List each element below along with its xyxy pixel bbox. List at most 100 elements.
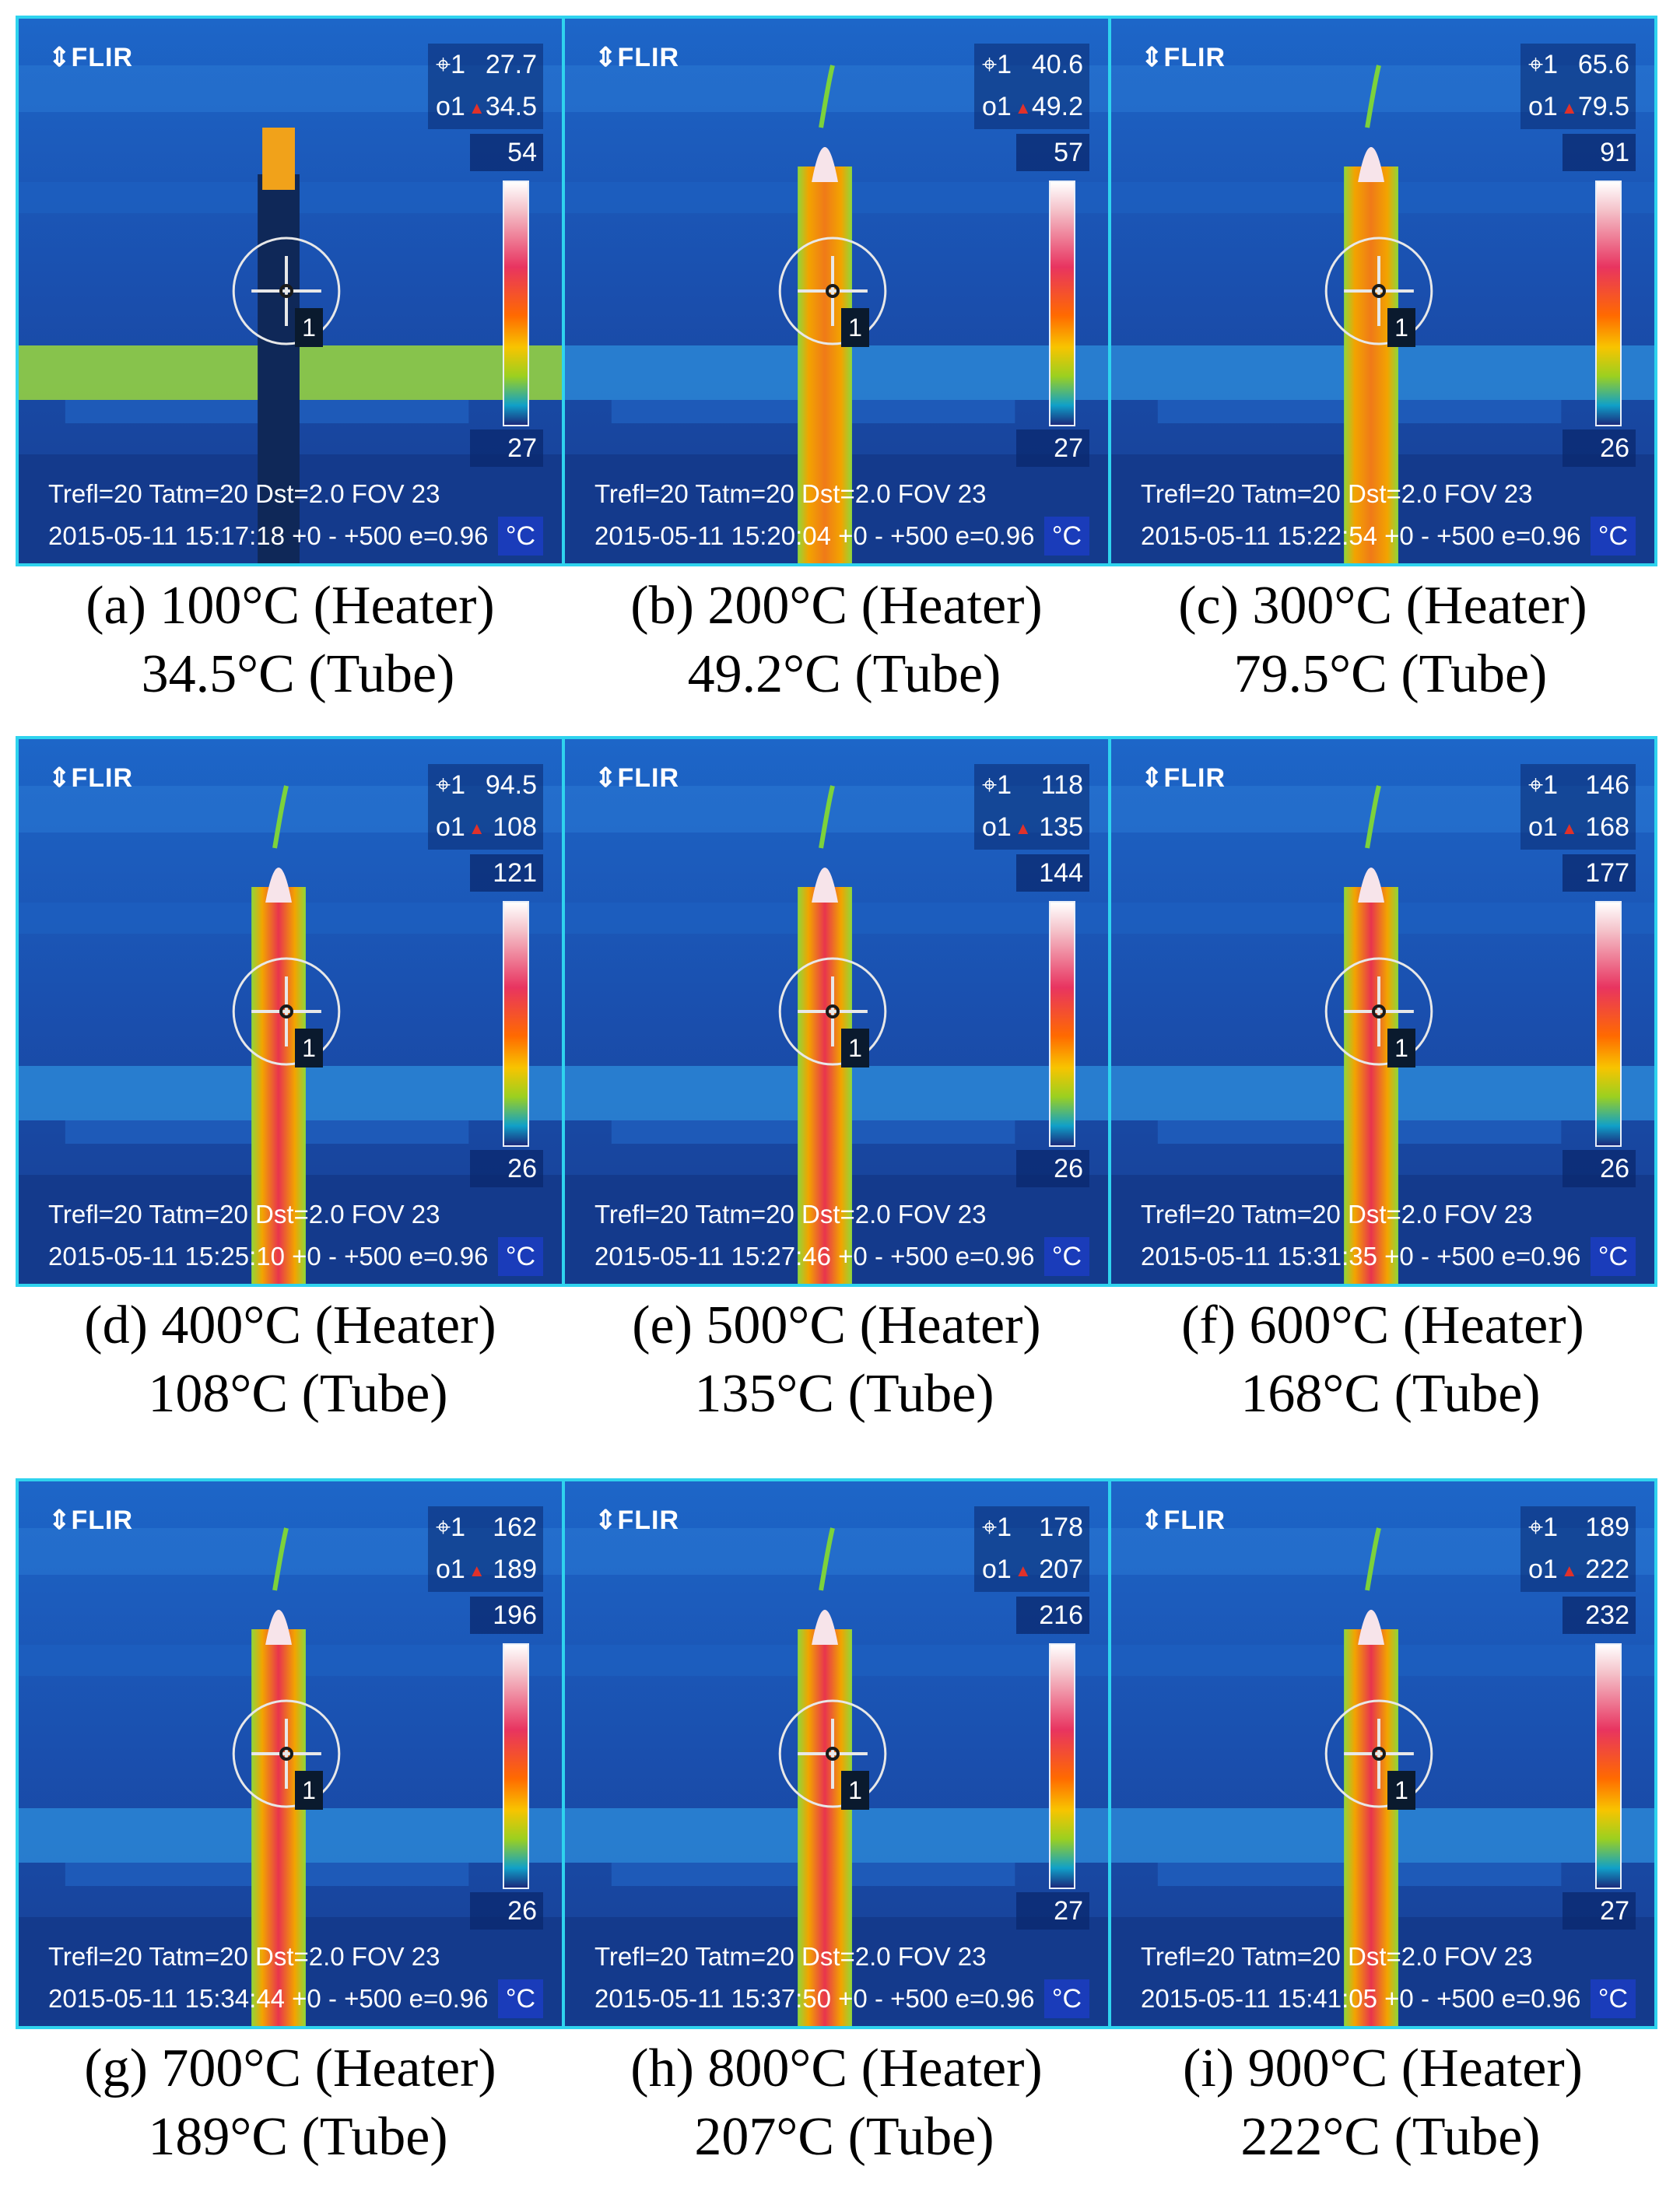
box-max-reading: o1 ▲ 79.5 — [1520, 86, 1636, 128]
max-triangle-icon: ▲ — [1014, 98, 1032, 118]
flir-symbol-icon: ⇕ — [1141, 43, 1164, 72]
heat-plume — [819, 1527, 835, 1591]
flir-logo-text: FLIR — [71, 43, 134, 72]
spot-marker-label: 1 — [295, 308, 323, 347]
camera-parameters: Trefl=20 Tatm=20 Dst=2.0 FOV 23 — [1141, 479, 1533, 508]
heat-plume — [272, 1527, 289, 1591]
measurement-readout: ⌖1 94.5 o1 ▲ 108 — [428, 764, 543, 850]
box-max-reading: o1 ▲ 49.2 — [974, 86, 1089, 128]
reticle-center — [279, 1004, 293, 1018]
flir-logo: ⇕FLIR — [48, 1505, 133, 1536]
box-max-reading: o1 ▲ 207 — [974, 1548, 1089, 1590]
caption-heater: (i) 900°C (Heater) — [1183, 2038, 1583, 2098]
spot-reading: ⌖1 178 — [974, 1506, 1089, 1548]
spot-marker-label: 1 — [1387, 1029, 1415, 1067]
measurement-readout: ⌖1 40.6 o1 ▲ 49.2 — [974, 44, 1089, 130]
unit-label: °C — [498, 1237, 543, 1276]
reticle-circle — [232, 957, 341, 1066]
timestamp-line: 2015-05-11 15:37:50 +0 - +500 e=0.96 — [594, 1984, 1035, 2013]
panel-caption: (g) 700°C (Heater) 189°C (Tube) — [18, 2035, 563, 2172]
reticle-circle — [778, 1699, 887, 1808]
caption-heater: (h) 800°C (Heater) — [630, 2038, 1043, 2098]
temperature-colorbar — [1049, 181, 1075, 426]
spotmeter-icon: ⌖1 — [436, 770, 466, 800]
reticle-circle — [778, 957, 887, 1066]
flir-logo-text: FLIR — [1163, 43, 1226, 72]
spot-marker-label: 1 — [841, 1771, 869, 1810]
tube-tip — [812, 1610, 838, 1645]
flir-logo: ⇕FLIR — [48, 762, 133, 794]
scale-max-value: 144 — [1016, 854, 1089, 892]
flir-symbol-icon: ⇕ — [48, 43, 72, 72]
box-area-icon: o1 ▲ — [436, 1555, 486, 1584]
tube — [251, 887, 306, 1284]
spot-marker-label: 1 — [841, 1029, 869, 1067]
spot-value: 118 — [1040, 770, 1083, 800]
flir-logo: ⇕FLIR — [594, 42, 679, 73]
temperature-colorbar — [1595, 181, 1622, 426]
flir-logo-text: FLIR — [1163, 1506, 1226, 1535]
flir-symbol-icon: ⇕ — [594, 763, 618, 793]
measurement-readout: ⌖1 65.6 o1 ▲ 79.5 — [1520, 44, 1636, 130]
unit-label: °C — [1591, 1237, 1636, 1276]
reticle-center — [1372, 1004, 1386, 1018]
box-max-value: 34.5 — [485, 92, 537, 121]
caption-tube: 79.5°C (Tube) — [1233, 644, 1548, 704]
flir-symbol-icon: ⇕ — [48, 1506, 72, 1535]
unit-label: °C — [498, 517, 543, 556]
box-max-value: 49.2 — [1031, 92, 1083, 121]
unit-label: °C — [1044, 1979, 1089, 2018]
temperature-colorbar — [503, 181, 529, 426]
scale-min-value: 26 — [1563, 1150, 1636, 1187]
timestamp-line: 2015-05-11 15:20:04 +0 - +500 e=0.96 — [594, 521, 1035, 550]
caption-tube: 108°C (Tube) — [148, 1364, 448, 1424]
measurement-readout: ⌖1 146 o1 ▲ 168 — [1520, 764, 1636, 850]
spotmeter-icon: ⌖1 — [982, 1513, 1012, 1542]
box-area-icon: o1 ▲ — [1528, 812, 1578, 842]
panel-caption: (f) 600°C (Heater) 168°C (Tube) — [1110, 1292, 1655, 1429]
tube-tip — [812, 868, 838, 903]
timestamp-line: 2015-05-11 15:31:35 +0 - +500 e=0.96 — [1141, 1242, 1581, 1271]
spot-value: 27.7 — [485, 50, 537, 79]
timestamp-line: 2015-05-11 15:17:18 +0 - +500 e=0.96 — [48, 521, 489, 550]
heat-plume — [819, 785, 835, 849]
caption-heater: (c) 300°C (Heater) — [1178, 576, 1587, 636]
spot-reading: ⌖1 65.6 — [1520, 44, 1636, 86]
flir-logo: ⇕FLIR — [1141, 42, 1226, 73]
scale-min-value: 26 — [470, 1150, 543, 1187]
panel-caption: (d) 400°C (Heater) 108°C (Tube) — [18, 1292, 563, 1429]
max-triangle-icon: ▲ — [1560, 819, 1578, 839]
temperature-colorbar — [503, 1643, 529, 1889]
box-max-reading: o1 ▲ 135 — [974, 806, 1089, 848]
reticle-circle — [1324, 1699, 1433, 1808]
thermal-image-panel: ⇕FLIR ⌖1 65.6 o1 ▲ 79.5 91 26 1 Trefl=20 Tatm=20 … — [1108, 16, 1657, 566]
scale-max-value: 121 — [470, 854, 543, 892]
temperature-colorbar — [1049, 1643, 1075, 1889]
spotmeter-icon: ⌖1 — [1528, 50, 1559, 79]
heat-plume — [819, 65, 835, 128]
thermal-scene — [565, 1481, 1108, 2026]
scale-min-value: 27 — [470, 429, 543, 467]
box-max-reading: o1 ▲ 34.5 — [428, 86, 543, 128]
spotmeter-icon: ⌖1 — [436, 1513, 466, 1542]
unit-label: °C — [1044, 1237, 1089, 1276]
tube-tip — [265, 868, 292, 903]
spot-marker-label: 1 — [295, 1771, 323, 1810]
spot-marker-label: 1 — [1387, 308, 1415, 347]
reticle-circle — [232, 1699, 341, 1808]
caption-tube: 34.5°C (Tube) — [141, 644, 455, 704]
max-triangle-icon: ▲ — [1560, 1561, 1578, 1581]
caption-heater: (f) 600°C (Heater) — [1181, 1295, 1584, 1355]
max-triangle-icon: ▲ — [468, 98, 486, 118]
scale-min-value: 26 — [470, 1892, 543, 1930]
scale-min-value: 26 — [1016, 1150, 1089, 1187]
spot-value: 178 — [1039, 1513, 1083, 1542]
box-area-icon: o1 ▲ — [1528, 1555, 1578, 1584]
reticle-center — [826, 284, 840, 298]
reticle-circle — [778, 237, 887, 345]
caption-tube: 222°C (Tube) — [1240, 2107, 1541, 2167]
panel-caption: (i) 900°C (Heater) 222°C (Tube) — [1110, 2035, 1655, 2172]
panel-caption: (c) 300°C (Heater) 79.5°C (Tube) — [1110, 572, 1655, 709]
flir-logo: ⇕FLIR — [594, 1505, 679, 1536]
